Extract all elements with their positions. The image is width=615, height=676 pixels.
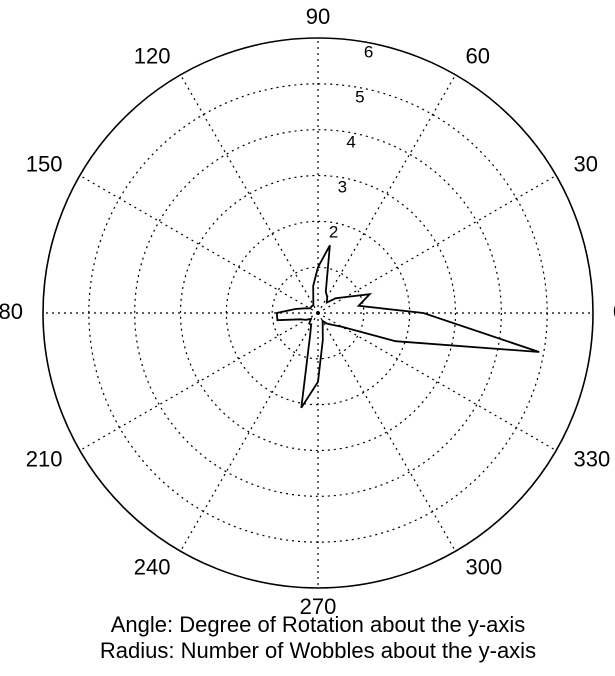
grid-ring: [271, 266, 365, 360]
y-axis-label: Radius: Number of Wobbles about the y-ax…: [100, 638, 536, 663]
r-tick-label: 3: [338, 177, 347, 196]
grid-spoke: [179, 312, 319, 552]
theta-tick-label: 150: [26, 151, 63, 176]
grid-spoke: [317, 174, 557, 314]
theta-tick-label: 270: [300, 594, 337, 619]
grid-ring: [134, 129, 502, 497]
theta-tick-label: 90: [306, 4, 330, 29]
r-tick-label: 5: [355, 87, 364, 106]
grid-spoke: [79, 174, 319, 314]
x-axis-label: Angle: Degree of Rotation about the y-ax…: [111, 612, 526, 637]
grid-spoke: [317, 74, 457, 314]
r-tick-label: 6: [364, 42, 373, 61]
theta-tick-label: 120: [134, 43, 171, 68]
r-tick-label: 4: [346, 132, 355, 151]
theta-tick-label: 30: [573, 151, 597, 176]
grid-spoke: [317, 312, 557, 452]
outer-circle: [42, 37, 594, 589]
theta-tick-label: 60: [466, 43, 490, 68]
theta-tick-label: 180: [0, 299, 23, 324]
theta-tick-label: 210: [26, 446, 63, 471]
data-line: [275, 244, 540, 409]
grid-spoke: [317, 312, 457, 552]
grid-spoke: [79, 312, 319, 452]
grid-spoke: [179, 74, 319, 314]
theta-tick-label: 300: [466, 554, 503, 579]
theta-tick-label: 0: [613, 299, 615, 324]
grid-ring: [179, 174, 457, 452]
theta-tick-label: 330: [573, 446, 610, 471]
r-tick-label: 2: [329, 222, 338, 241]
theta-tick-label: 240: [134, 554, 171, 579]
